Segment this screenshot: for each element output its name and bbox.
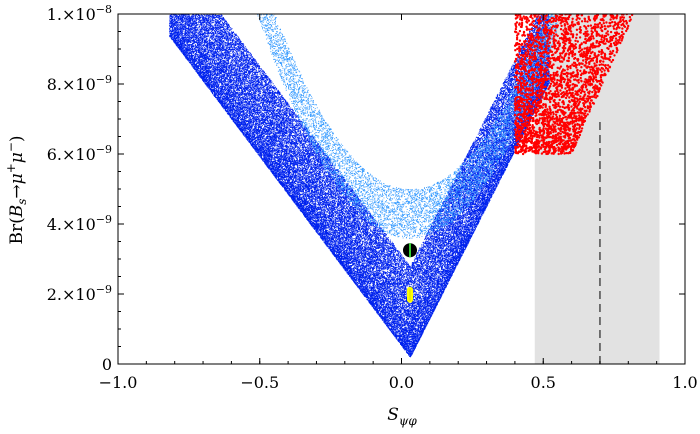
x-axis-title-sub: ψφ [399,414,417,428]
plot-area [169,7,659,364]
series-0-markers [169,7,550,357]
y-tick-label-5: 1.×10−8 [47,3,112,24]
x-tick-label-2: 0.0 [389,373,414,392]
y-axis-title: Br(Bs→μ+μ−) [4,135,29,244]
y-axis-title-sup1: + [4,163,18,173]
x-tick-label-1: −0.5 [240,373,279,392]
x-tick-label-3: 0.5 [531,373,556,392]
y-tick-label-4: 8.×10−9 [47,73,112,94]
y-axis-title-mu2: μ [7,152,27,163]
x-axis-title-main: S [387,405,399,425]
series-0-points [169,7,550,357]
excluded-region [535,14,660,364]
y-axis-title-pre: Br( [7,217,27,244]
y-tick-label-3: 6.×10−9 [47,143,112,164]
y-axis-title-mu1: μ [7,173,27,184]
y-axis-title-sup2: − [4,142,18,152]
x-tick-label-4: 1.0 [672,373,697,392]
y-axis-title-b: B [7,205,27,219]
y-tick-label-0: 0 [102,355,112,374]
y-tick-label-2: 4.×10−9 [47,213,112,234]
x-tick-label-0: −1.0 [99,373,138,392]
y-tick-label-1: 2.×10−9 [47,283,112,304]
y-axis-title-post: ) [7,135,27,142]
y-axis-title-arrow: → [7,184,27,198]
x-axis-title: Sψφ [387,405,417,428]
